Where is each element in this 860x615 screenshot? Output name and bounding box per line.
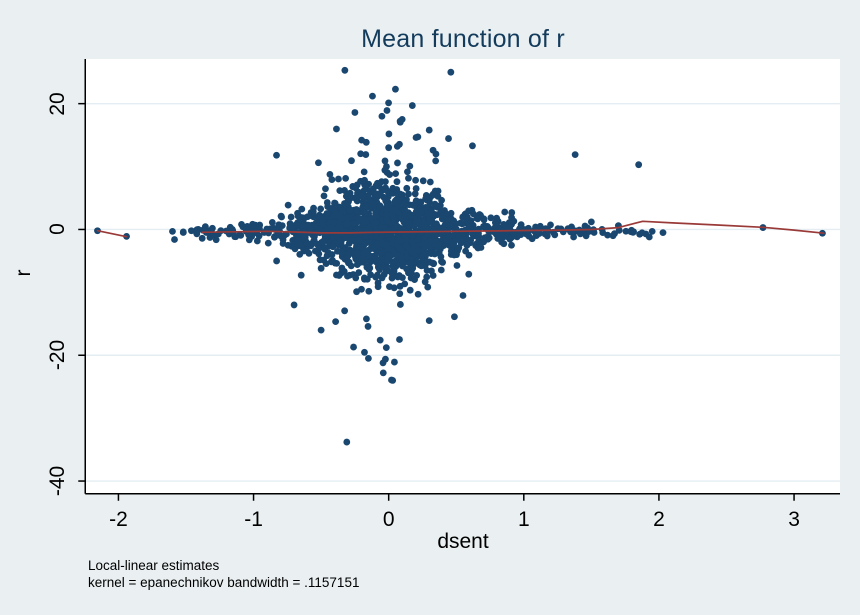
note-kernel-bandwidth: kernel = epanechnikov bandwidth = .11571… [88, 575, 360, 590]
plot-area [86, 59, 840, 493]
x-tick-label: -1 [244, 508, 263, 531]
y-axis-title: r [12, 269, 35, 277]
y-tick-label: -20 [46, 340, 69, 371]
y-tick-label: 0 [46, 223, 69, 236]
x-tick-label: 0 [382, 508, 395, 531]
note-estimates: Local-linear estimates [88, 558, 220, 573]
x-tick-label: -2 [109, 508, 128, 531]
x-axis-title: dsent [437, 530, 489, 553]
chart-title: Mean function of r [361, 25, 565, 53]
x-tick-label: 2 [653, 508, 665, 531]
y-tick-label: -40 [46, 465, 69, 497]
x-tick-label: 1 [517, 508, 530, 531]
x-tick-label: 3 [788, 508, 800, 531]
y-tick-label: 20 [46, 91, 69, 116]
scatter-plot-canvas [86, 66, 840, 482]
